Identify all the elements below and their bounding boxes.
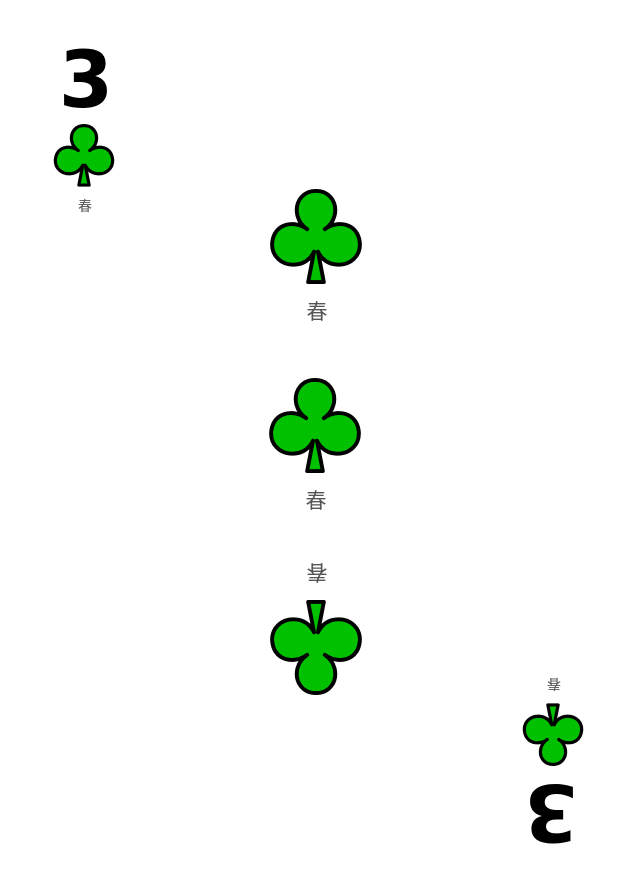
club-icon — [267, 598, 365, 698]
caption-top-left: 春 — [78, 199, 92, 215]
caption-pip-3: 春 — [306, 560, 328, 584]
caption-pip-1: 春 — [306, 300, 328, 324]
club-icon — [266, 375, 364, 475]
club-icon — [521, 702, 585, 768]
caption-bottom-right: 春 — [547, 675, 561, 691]
club-icon — [52, 122, 116, 188]
rank-top-left: 3 — [58, 36, 113, 126]
club-icon — [267, 186, 365, 286]
caption-pip-2: 春 — [305, 489, 327, 513]
rank-bottom-right: 3 — [525, 766, 579, 856]
